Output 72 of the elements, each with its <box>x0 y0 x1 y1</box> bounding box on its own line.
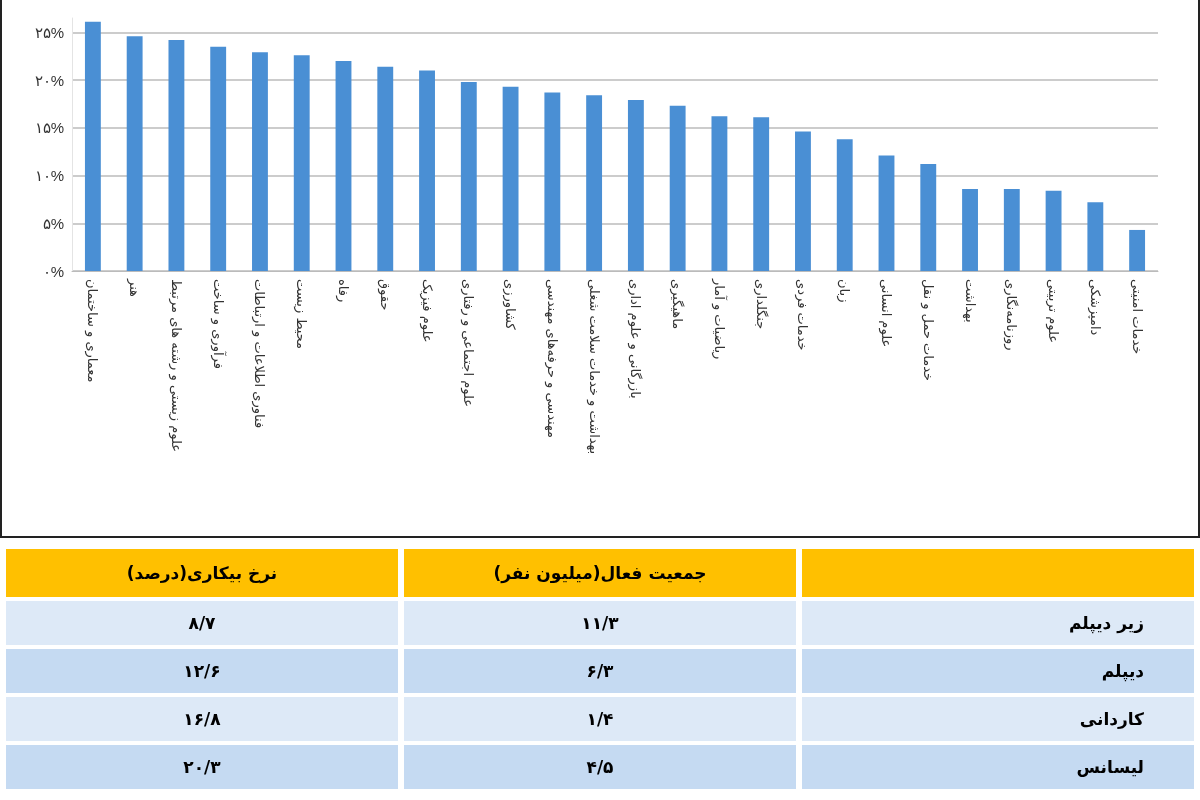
x-tick-label: معماری و ساختمان <box>84 279 101 383</box>
x-tick-label: علوم تربیتی <box>1045 279 1062 344</box>
x-tick-label: رفاه <box>335 279 351 303</box>
bar <box>544 92 561 271</box>
bar <box>711 116 728 271</box>
x-tick-label: مهندسی و حرفه‌های مهندسی <box>543 279 560 438</box>
x-tick-label: هنر <box>126 278 143 298</box>
text: ۱۶/۸ <box>183 709 221 729</box>
bar <box>293 55 310 271</box>
bar <box>1129 229 1146 271</box>
text: ۶/۳ <box>586 661 614 681</box>
y-tick-label: ۵% <box>42 214 64 232</box>
text: ۲۰/۳ <box>183 757 221 777</box>
x-tick-label: علوم زیستی و رشته های مرتبط <box>167 279 184 453</box>
x-tick-label: علوم فیزیک <box>418 279 435 343</box>
category-label: لیسانس <box>1076 757 1144 777</box>
x-tick-label: علوم انسانی <box>878 279 894 348</box>
bar <box>920 164 937 271</box>
text: ۱/۴ <box>586 709 614 729</box>
category-label: دیپلم <box>1101 661 1144 681</box>
category-label: کاردانی <box>1079 709 1144 729</box>
x-tick-label: بهداشت <box>961 279 978 323</box>
x-tick-label: خدمات حمل و نقل <box>919 279 936 382</box>
bar <box>962 188 978 271</box>
bar <box>84 21 101 271</box>
bar <box>795 131 811 271</box>
bar <box>1003 188 1020 271</box>
x-tick-label: علوم اجتماعی و رفتاری <box>460 279 477 407</box>
bar <box>586 95 603 271</box>
x-tick-label: فناوری اطلاعات و ارتباطات <box>251 279 268 429</box>
x-tick-label: فرآوری و ساخت <box>209 279 227 369</box>
text: ۴/۵ <box>586 757 614 777</box>
x-tick-label: بهداشت و خدمات سلامت شغلی <box>585 279 602 455</box>
y-tick-label: ۲۰% <box>34 71 64 89</box>
text: ۸/۷ <box>188 613 216 633</box>
bar <box>126 36 143 271</box>
y-tick-label: ۰% <box>42 262 64 280</box>
bar <box>252 52 268 271</box>
bar <box>502 86 519 271</box>
y-tick-label: ۱۰% <box>34 167 64 185</box>
bar <box>419 70 435 271</box>
x-tick-label: خدمات فردی <box>794 279 811 351</box>
bar <box>1045 190 1062 271</box>
bar <box>335 60 352 271</box>
category-label: نرخ بیکاری(درصد) <box>6 549 398 597</box>
category-label: زیر دیپلم <box>1069 613 1144 633</box>
x-tick-label: زبان <box>836 279 853 303</box>
x-tick-label: دامپزشکی <box>1086 279 1103 336</box>
bar <box>460 81 477 271</box>
bar <box>377 66 394 271</box>
x-tick-label: محیط زیست <box>293 279 310 350</box>
x-tick-label: خدمات امنیتی <box>1129 279 1145 355</box>
x-tick-label: ریاضیات و آمار <box>710 278 728 360</box>
bar <box>836 139 853 271</box>
bar <box>753 117 770 271</box>
x-tick-label: بازرگانی و علوم اداری <box>627 279 644 399</box>
x-tick-label: روزنامه‌نگاری <box>1003 279 1020 351</box>
bar <box>878 155 895 271</box>
x-tick-label: حقوق <box>376 279 393 311</box>
x-tick-label: کشاورزی <box>502 279 519 331</box>
x-tick-label: جنگلداری <box>752 279 769 330</box>
bar <box>210 46 227 271</box>
x-tick-label: ماهیگیری <box>669 279 686 330</box>
y-tick-label: ۱۵% <box>34 119 64 137</box>
y-tick-label: ۲۵% <box>34 23 64 41</box>
bar <box>669 105 686 271</box>
bar <box>1087 202 1104 271</box>
text: ۱۱/۳ <box>581 613 619 633</box>
bar <box>627 100 644 271</box>
text: ۱۲/۶ <box>183 661 221 681</box>
bar <box>168 39 185 271</box>
category-label: جمعیت فعال(میلیون نفر) <box>404 549 796 597</box>
